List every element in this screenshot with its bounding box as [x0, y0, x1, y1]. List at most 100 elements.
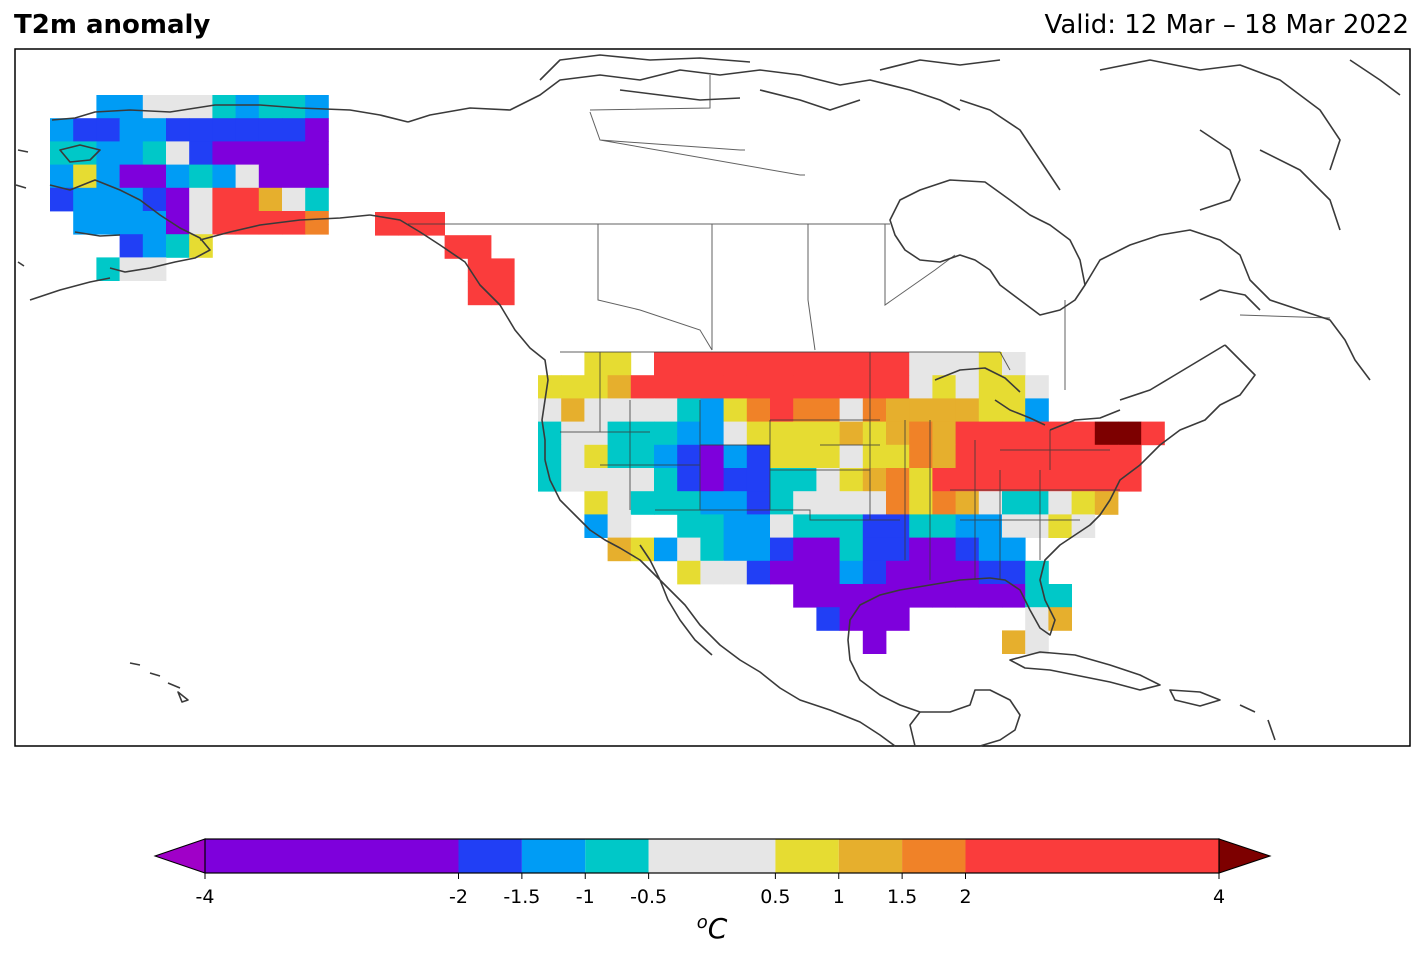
colorbar-tick-label: 2: [959, 886, 971, 908]
conus-cell: [1048, 444, 1072, 469]
alaska-cell: [305, 95, 329, 119]
conus-cell: [909, 491, 933, 515]
panhandle-cell: [467, 235, 492, 259]
conus-cell: [909, 398, 933, 422]
conus-cell: [746, 398, 771, 422]
conus-cell: [700, 514, 724, 538]
alaska-cell: [96, 118, 120, 142]
alaska-cell: [119, 187, 144, 212]
colorbar-tick-label: -0.5: [630, 886, 667, 908]
colorbar-outline: [204, 838, 1220, 874]
conus-cell: [607, 468, 632, 492]
conus-cell: [862, 375, 887, 399]
conus-cell: [1002, 560, 1026, 585]
conus-cell: [584, 375, 608, 399]
conus-cell: [932, 444, 956, 469]
conus-cell: [839, 375, 864, 399]
conus-cell: [909, 352, 933, 376]
conus-cell: [955, 537, 980, 562]
alaska-cell: [119, 164, 144, 189]
conus-cell: [561, 444, 585, 469]
conus-cell: [839, 444, 864, 469]
conus-cell: [770, 398, 794, 422]
alaska-cell: [235, 118, 260, 142]
colorbar-tick-label: -1: [576, 886, 595, 908]
alaska-cell: [282, 211, 306, 235]
conus-cell: [886, 444, 910, 469]
conus-cell: [723, 398, 748, 422]
conus-cell: [793, 468, 817, 492]
conus-cell: [1002, 421, 1026, 446]
conus-cell: [816, 537, 840, 562]
conus-cell: [839, 421, 864, 446]
conus-cell: [1094, 491, 1119, 515]
colorbar-bin: [585, 839, 649, 873]
conus-cell: [886, 352, 910, 376]
alaska-cell: [142, 118, 167, 142]
conus-cell: [862, 584, 887, 608]
conus-cell: [932, 537, 956, 562]
conus-cell: [654, 537, 678, 562]
colorbar-tick-label: -1.5: [503, 886, 540, 908]
alaska-cell: [96, 211, 120, 235]
conus-cell: [1141, 421, 1165, 446]
conus-cell: [607, 375, 632, 399]
anomaly-grid-cells: [50, 95, 1165, 654]
conus-cell: [1048, 468, 1072, 492]
conus-cell: [1002, 537, 1026, 562]
alaska-cell: [235, 187, 260, 212]
conus-cell: [538, 375, 562, 399]
conus-cell: [723, 352, 748, 376]
conus-cell: [677, 444, 701, 469]
conus-cell: [932, 584, 956, 608]
colorbar-over-arrow: [1218, 838, 1272, 874]
conus-cell: [1025, 491, 1049, 515]
conus-cell: [816, 398, 840, 422]
alaska-cell: [212, 141, 236, 165]
alaska-cell: [258, 164, 283, 189]
conus-cell: [1002, 444, 1026, 469]
alaska-cell: [119, 118, 144, 142]
conus-cell: [793, 560, 817, 585]
alaska-cell: [142, 141, 167, 165]
conus-cell: [1071, 421, 1096, 446]
alaska-cell: [258, 95, 283, 119]
conus-cell: [630, 398, 655, 422]
alaska-cell: [212, 211, 236, 235]
conus-cell: [746, 375, 771, 399]
conus-cell: [677, 560, 701, 585]
conus-cell: [793, 584, 817, 608]
conus-cell: [1071, 491, 1096, 515]
alaska-cell: [258, 187, 283, 212]
conus-cell: [862, 421, 887, 446]
conus-cell: [538, 444, 562, 469]
conus-cell: [770, 352, 794, 376]
conus-cell: [607, 537, 632, 562]
alaska-cell: [166, 234, 190, 258]
conus-cell: [630, 491, 655, 515]
colorbar-tick-label: 4: [1213, 886, 1225, 908]
conus-cell: [561, 398, 585, 422]
conus-cell: [700, 537, 724, 562]
conus-cell: [886, 537, 910, 562]
colorbar-bin: [205, 839, 459, 873]
conus-cell: [886, 375, 910, 399]
colorbar-bin: [775, 839, 839, 873]
conus-cell: [839, 468, 864, 492]
conus-cell: [746, 537, 771, 562]
conus-cell: [770, 444, 794, 469]
conus-cell: [955, 375, 980, 399]
conus-cell: [816, 560, 840, 585]
alaska-cell: [305, 141, 329, 165]
alaska-cell: [119, 211, 144, 235]
conus-cell: [770, 537, 794, 562]
conus-cell: [932, 398, 956, 422]
colorbar-bin: [458, 839, 522, 873]
conus-cell: [816, 607, 840, 631]
alaska-cell: [282, 118, 306, 142]
conus-cell: [584, 514, 608, 538]
conus-cell: [654, 398, 678, 422]
conus-cell: [723, 560, 748, 585]
colorbar-tick-label: -4: [196, 886, 215, 908]
conus-cell: [630, 468, 655, 492]
